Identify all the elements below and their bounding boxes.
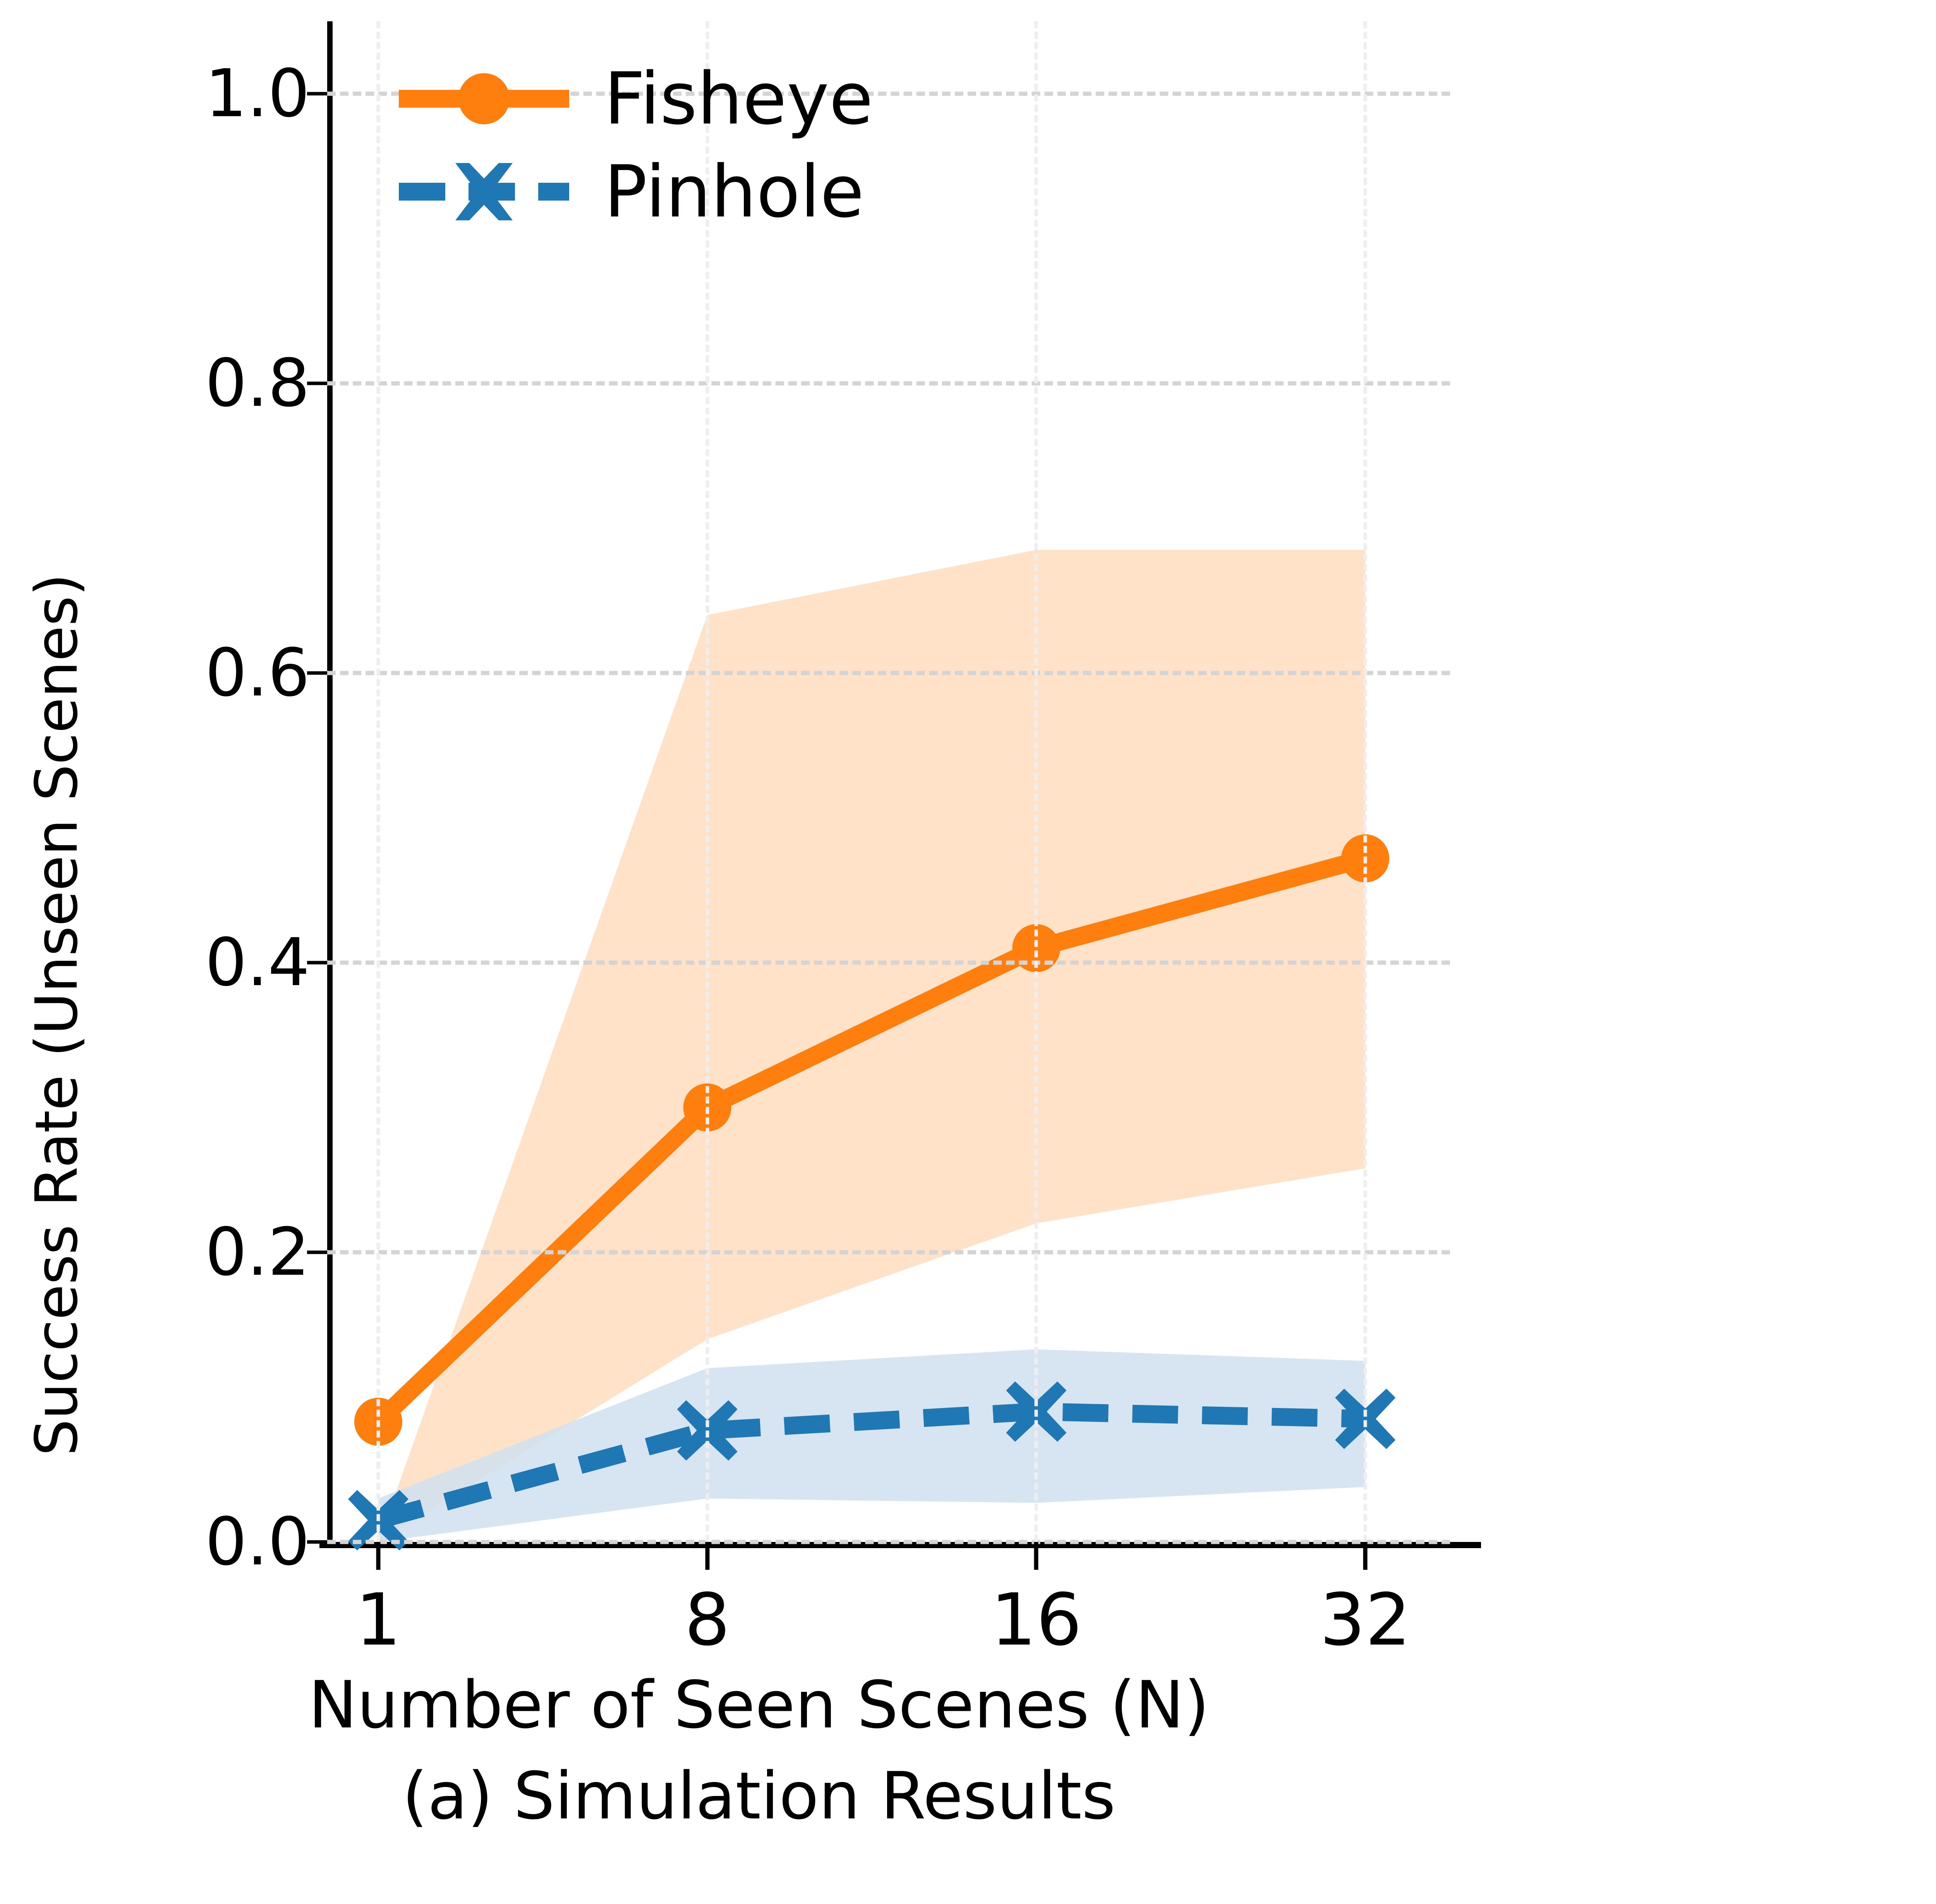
legend-entry-fisheye[interactable]: Fisheye [391, 52, 873, 145]
data-curves-panel-a [348, 550, 1395, 1550]
gridline-horizontal [327, 91, 1450, 96]
x-tick-mark [705, 1542, 710, 1570]
x-tick-mark [1034, 1542, 1038, 1570]
line-fisheye [372, 850, 1368, 1428]
subcaption-panel-a: (a) Simulation Results [402, 1758, 1116, 1834]
legend-entry-pinhole[interactable]: Pinhole [391, 145, 873, 238]
y-tick-label: 1.0 [205, 55, 310, 132]
y-tick-label: 0.8 [205, 345, 310, 422]
legend-swatch-fisheye [391, 73, 577, 124]
y-tick-label: 0.2 [205, 1214, 310, 1291]
panel-simulation-results: Success Rate (Unseen Scenes) 1.0 0.8 0.6 0.… [23, 0, 1481, 1904]
y-tick-label: 0.0 [205, 1504, 310, 1580]
gridline-vertical [1034, 21, 1038, 1542]
x-axis-title-panel-a: Number of Seen Scenes (N) [308, 1667, 1210, 1743]
y-tick-label: 0.6 [205, 635, 310, 711]
legend-swatch-pinhole [391, 163, 577, 220]
gridline-vertical [376, 21, 380, 1542]
x-tick-label: 16 [990, 1578, 1082, 1662]
gridline-vertical [705, 21, 709, 1542]
gridline-horizontal [327, 1250, 1450, 1255]
panel-real-world-results: Normalized Score (Unseen Scenes) 1.00.80… [1518, 0, 1936, 1904]
y-axis-spine-panel-a [327, 21, 333, 1542]
confidence-band-fisheye [378, 550, 1365, 1542]
legend-label-fisheye: Fisheye [604, 57, 874, 141]
x-tick-label: 8 [684, 1578, 730, 1662]
x-tick-mark [376, 1542, 381, 1570]
x-tick-label: 1 [355, 1578, 401, 1662]
x-tick-mark [1363, 1542, 1368, 1570]
x-tick-label: 32 [1320, 1578, 1411, 1662]
y-tick-mark [307, 1540, 327, 1544]
y-axis-label-panel-a: Success Rate (Unseen Scenes) [23, 574, 91, 1456]
y-tick-label-column-panel-a: 1.0 0.8 0.6 0.4 0.2 0.0 [93, 0, 310, 1904]
y-tick-label: 0.4 [205, 924, 310, 1001]
confidence-band-pinhole [378, 1349, 1365, 1542]
y-tick-mark [307, 961, 327, 965]
legend-panel-a: Fisheye Pinhole [391, 52, 873, 238]
y-tick-mark [307, 381, 327, 385]
gridline-horizontal [327, 671, 1450, 675]
plot-area-panel-a [307, 21, 1481, 1570]
y-tick-mark [307, 1250, 327, 1254]
gridline-horizontal [327, 1540, 1450, 1544]
y-tick-mark [307, 671, 327, 675]
y-tick-mark [307, 92, 327, 96]
line-pinhole [376, 1403, 1366, 1529]
gridline-horizontal [327, 960, 1450, 965]
gridline-horizontal [327, 381, 1450, 386]
gridline-vertical [1363, 21, 1367, 1542]
legend-label-pinhole: Pinhole [604, 150, 864, 233]
